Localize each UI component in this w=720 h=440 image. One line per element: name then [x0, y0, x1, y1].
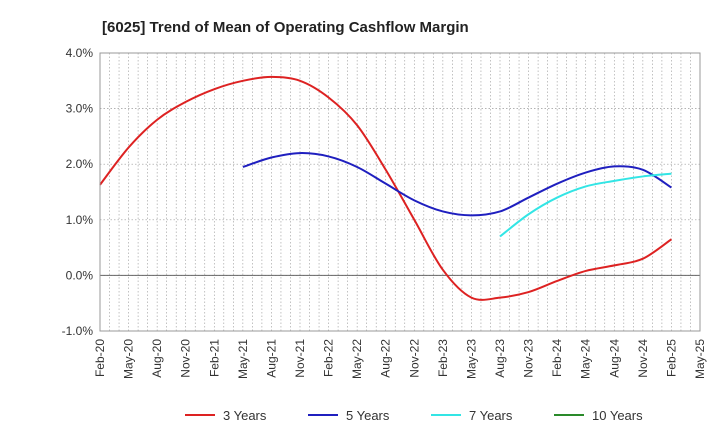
- x-tick-label: Aug-23: [493, 339, 507, 378]
- x-tick-label: Nov-22: [407, 339, 421, 378]
- x-tick-label: May-20: [122, 339, 136, 379]
- x-tick-label: May-24: [579, 339, 593, 379]
- legend-label: 3 Years: [223, 408, 267, 423]
- y-tick-label: 0.0%: [66, 268, 94, 282]
- y-axis-labels: 4.0% 3.0% 2.0% 1.0% 0.0% -1.0%: [62, 46, 94, 338]
- legend: 3 Years 5 Years 7 Years 10 Years: [185, 408, 643, 423]
- legend-label: 7 Years: [469, 408, 513, 423]
- legend-label: 10 Years: [592, 408, 643, 423]
- x-tick-label: Feb-21: [207, 339, 221, 377]
- x-tick-label: Nov-23: [522, 339, 536, 378]
- grid: [100, 52, 700, 332]
- y-tick-label: 1.0%: [66, 213, 94, 227]
- x-tick-label: May-23: [464, 339, 478, 379]
- x-axis-labels: Feb-20 May-20 Aug-20 Nov-20 Feb-21 May-21 Aug-…: [93, 339, 707, 379]
- series-lines: [99, 75, 672, 301]
- chart-title: [6025] Trend of Mean of Operating Cashfl…: [102, 19, 469, 36]
- x-tick-label: Feb-23: [436, 339, 450, 377]
- x-tick-label: Nov-24: [636, 339, 650, 378]
- x-tick-label: Feb-24: [550, 339, 564, 377]
- series-line-7-years: [499, 172, 672, 238]
- x-tick-label: May-25: [693, 339, 707, 379]
- x-tick-label: Aug-22: [379, 339, 393, 378]
- legend-label: 5 Years: [346, 408, 390, 423]
- x-tick-label: Nov-21: [293, 339, 307, 378]
- plot-border: [99, 52, 701, 332]
- x-tick-label: Feb-25: [664, 339, 678, 377]
- series-line-3-years: [99, 75, 672, 301]
- x-tick-label: Nov-20: [179, 339, 193, 378]
- x-tick-label: Aug-20: [150, 339, 164, 378]
- x-tick-label: May-21: [236, 339, 250, 379]
- series-line-5-years: [242, 152, 672, 217]
- x-tick-label: May-22: [350, 339, 364, 379]
- x-tick-label: Aug-24: [607, 339, 621, 378]
- x-tick-label: Feb-22: [322, 339, 336, 377]
- x-tick-label: Feb-20: [93, 339, 107, 377]
- y-tick-label: 3.0%: [66, 102, 94, 116]
- y-tick-label: 4.0%: [66, 46, 94, 60]
- y-tick-label: 2.0%: [66, 157, 94, 171]
- y-tick-label: -1.0%: [62, 324, 94, 338]
- x-tick-label: Aug-21: [264, 339, 278, 378]
